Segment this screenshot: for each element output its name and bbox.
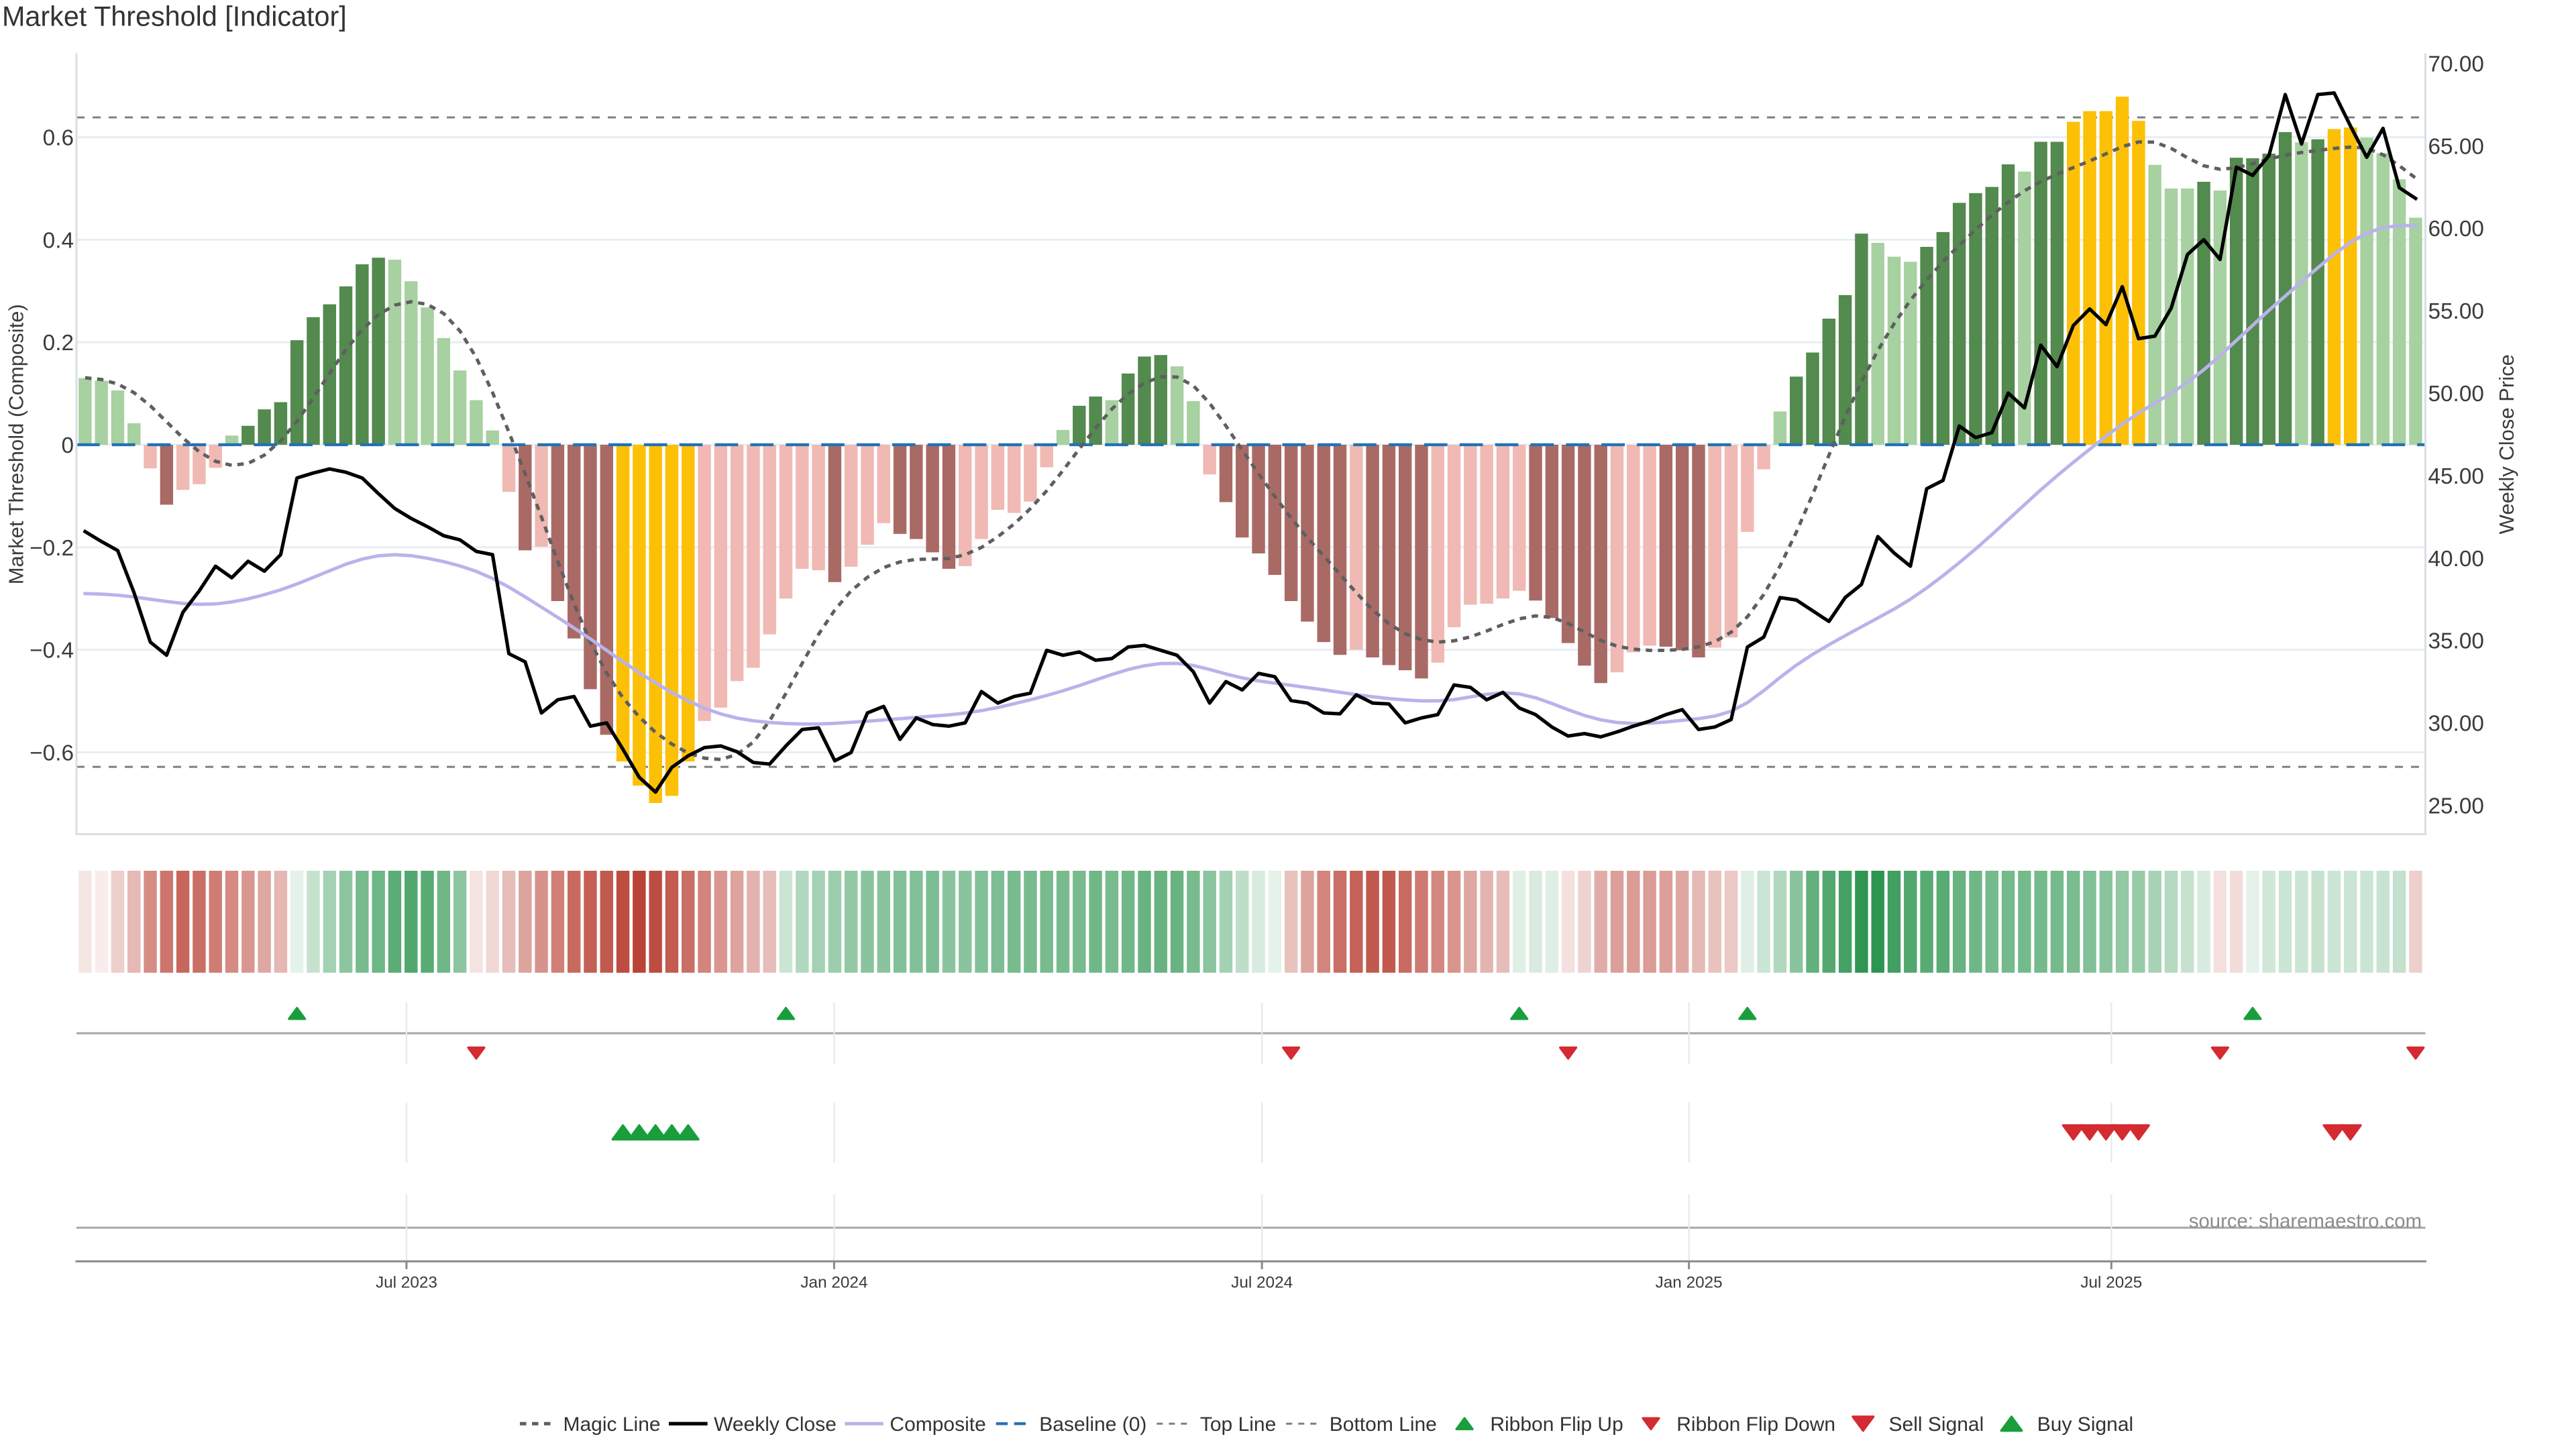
svg-text:0.2: 0.2 — [43, 331, 74, 356]
svg-text:Magic Line: Magic Line — [563, 1413, 660, 1436]
svg-text:Market Threshold [Indicator]: Market Threshold [Indicator] — [2, 1, 347, 32]
svg-text:45.00: 45.00 — [2428, 464, 2484, 489]
svg-text:Ribbon Flip Up: Ribbon Flip Up — [1490, 1413, 1623, 1436]
svg-text:Jan 2024: Jan 2024 — [800, 1274, 867, 1292]
svg-text:Jul 2025: Jul 2025 — [2080, 1274, 2142, 1292]
svg-text:Composite: Composite — [890, 1413, 985, 1436]
svg-text:Sell Signal: Sell Signal — [1889, 1413, 1984, 1436]
svg-text:Top Line: Top Line — [1200, 1413, 1276, 1436]
svg-text:Bottom Line: Bottom Line — [1330, 1413, 1437, 1436]
svg-text:0: 0 — [61, 433, 74, 458]
svg-text:35.00: 35.00 — [2428, 629, 2484, 654]
svg-text:Market Threshold (Composite): Market Threshold (Composite) — [4, 304, 28, 584]
svg-text:Buy Signal: Buy Signal — [2037, 1413, 2133, 1436]
svg-text:0.4: 0.4 — [43, 228, 74, 253]
svg-text:50.00: 50.00 — [2428, 382, 2484, 407]
svg-text:−0.6: −0.6 — [30, 741, 74, 765]
svg-text:−0.2: −0.2 — [30, 536, 74, 561]
svg-text:Baseline (0): Baseline (0) — [1039, 1413, 1146, 1436]
svg-text:Jan 2025: Jan 2025 — [1656, 1274, 1723, 1292]
svg-text:25.00: 25.00 — [2428, 794, 2484, 819]
svg-text:Jul 2023: Jul 2023 — [376, 1274, 437, 1292]
svg-text:source: sharemaestro.com: source: sharemaestro.com — [2189, 1210, 2422, 1232]
svg-text:70.00: 70.00 — [2428, 52, 2484, 76]
svg-text:55.00: 55.00 — [2428, 299, 2484, 324]
svg-text:60.00: 60.00 — [2428, 217, 2484, 241]
svg-text:65.00: 65.00 — [2428, 134, 2484, 159]
svg-text:0.6: 0.6 — [43, 126, 74, 151]
svg-text:Ribbon Flip Down: Ribbon Flip Down — [1676, 1413, 1835, 1436]
svg-text:−0.4: −0.4 — [30, 639, 74, 663]
svg-text:Weekly Close Price: Weekly Close Price — [2495, 354, 2518, 534]
svg-text:Weekly Close: Weekly Close — [714, 1413, 837, 1436]
svg-text:40.00: 40.00 — [2428, 547, 2484, 572]
svg-text:30.00: 30.00 — [2428, 712, 2484, 737]
svg-text:Jul 2024: Jul 2024 — [1231, 1274, 1293, 1292]
